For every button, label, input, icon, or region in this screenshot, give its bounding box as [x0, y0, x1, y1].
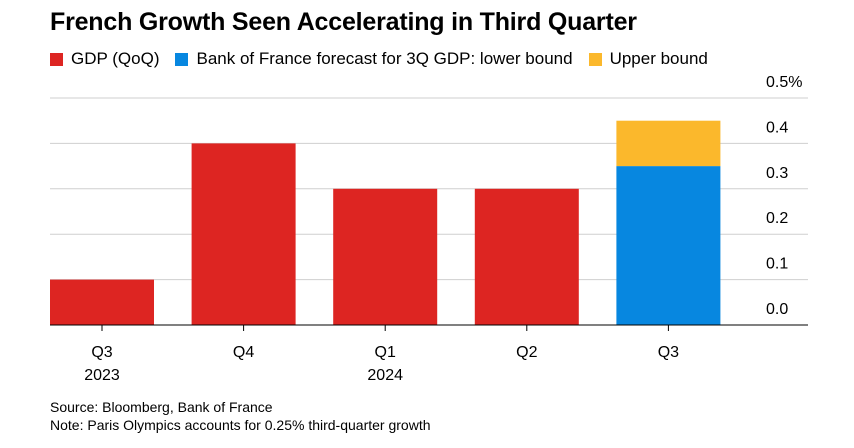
y-tick-label: 0.3	[766, 165, 788, 182]
bar	[616, 120, 721, 167]
y-tick-label: 0.4	[766, 119, 788, 136]
legend-swatch-upper-bound	[588, 52, 602, 66]
chart-footer: Source: Bloomberg, Bank of France Note: …	[50, 398, 431, 434]
bar	[474, 188, 579, 325]
legend-item-gdp: GDP (QoQ)	[50, 49, 159, 69]
legend-label-upper-bound: Upper bound	[609, 49, 708, 68]
chart-title: French Growth Seen Accelerating in Third…	[50, 8, 637, 36]
y-tick-label: 0.2	[766, 210, 788, 227]
legend-label-gdp: GDP (QoQ)	[71, 49, 160, 68]
legend-item-upper-bound: Upper bound	[588, 49, 708, 69]
y-tick-label: 0.5%	[766, 74, 802, 91]
footnote: Note: Paris Olympics accounts for 0.25% …	[50, 417, 431, 433]
source-note: Source: Bloomberg, Bank of France	[50, 399, 273, 415]
bar	[616, 166, 721, 325]
legend-label-lower-bound: Bank of France forecast for 3Q GDP: lowe…	[196, 49, 573, 68]
x-year-label: 2023	[84, 367, 120, 384]
x-tick-label: Q3	[658, 344, 679, 361]
x-tick-label: Q3	[91, 344, 112, 361]
chart-legend: GDP (QoQ) Bank of France forecast for 3Q…	[50, 48, 708, 70]
x-tick-label: Q4	[233, 344, 254, 361]
legend-item-lower-bound: Bank of France forecast for 3Q GDP: lowe…	[175, 49, 573, 69]
legend-swatch-lower-bound	[175, 52, 189, 66]
bar	[50, 279, 154, 325]
y-tick-label: 0.0	[766, 301, 788, 318]
x-tick-label: Q1	[375, 344, 396, 361]
legend-swatch-gdp	[50, 52, 63, 66]
y-tick-label: 0.1	[766, 256, 788, 273]
x-year-label: 2024	[367, 367, 403, 384]
bar	[333, 188, 438, 325]
x-tick-label: Q2	[516, 344, 537, 361]
bar	[191, 143, 296, 325]
